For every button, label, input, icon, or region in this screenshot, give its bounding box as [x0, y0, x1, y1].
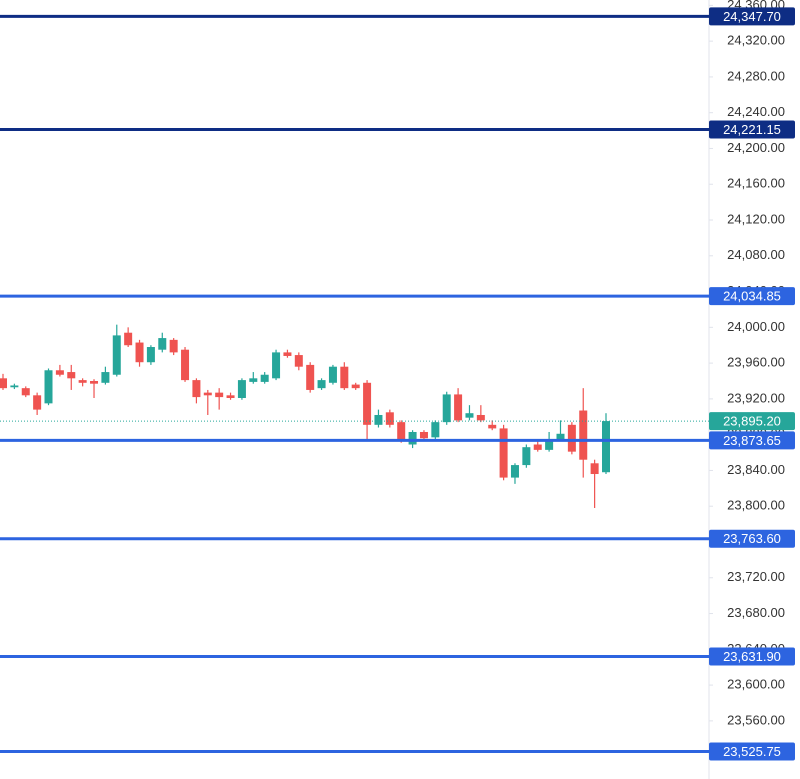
candle-body [499, 428, 508, 478]
y-tick-label: 23,800.00 [727, 498, 785, 513]
candle-body [158, 338, 167, 350]
candle-body [33, 395, 42, 410]
y-tick-label: 24,160.00 [727, 176, 785, 191]
price-label-box [709, 742, 795, 761]
candle-body [135, 342, 144, 363]
candle-body [510, 465, 519, 478]
candle-body [522, 447, 531, 466]
candle-body [317, 380, 326, 389]
candle-body [442, 394, 451, 423]
candle-body [55, 370, 64, 375]
candle-body [260, 374, 269, 382]
candle-body [397, 422, 406, 441]
candle-body [465, 413, 474, 418]
candle-body [146, 347, 155, 363]
candle-body [21, 388, 30, 396]
price-label-box [709, 647, 795, 666]
candle-body [169, 339, 178, 353]
candle-body [363, 382, 372, 425]
candle-body [67, 372, 76, 379]
candle-body [328, 366, 337, 383]
candle-body [10, 385, 19, 388]
candle-body [249, 378, 258, 382]
candle-body [476, 414, 485, 421]
price-label: 23,525.75 [723, 744, 781, 759]
candle-body [215, 392, 224, 398]
candle-body [294, 355, 303, 367]
candle-body [237, 380, 246, 398]
price-label: 23,631.90 [723, 649, 781, 664]
y-tick-label: 23,960.00 [727, 355, 785, 370]
y-tick-label: 24,200.00 [727, 140, 785, 155]
price-label-box [709, 529, 795, 548]
price-label-box [709, 120, 795, 139]
candle-body [340, 366, 349, 389]
candle-body [283, 352, 292, 356]
y-tick-label: 24,120.00 [727, 211, 785, 226]
price-label: 23,895.20 [723, 414, 781, 429]
y-tick-label: 23,680.00 [727, 605, 785, 620]
candle-body [419, 431, 428, 439]
candle-body [533, 444, 542, 450]
y-tick-label: 24,320.00 [727, 33, 785, 48]
candle-body [203, 392, 212, 396]
y-tick-label: 23,600.00 [727, 677, 785, 692]
y-tick-label: 23,840.00 [727, 462, 785, 477]
candle-body [567, 424, 576, 452]
y-tick-label: 24,360.00 [727, 0, 785, 12]
candle-body [101, 372, 110, 383]
candle-body [112, 335, 121, 375]
candle-body [226, 395, 235, 398]
candle-body [351, 384, 360, 389]
candle-body [454, 394, 463, 421]
candle-body [590, 463, 599, 475]
candle-body [306, 364, 315, 390]
y-tick-label: 24,080.00 [727, 247, 785, 262]
candle-body [408, 431, 417, 445]
y-tick-label: 24,000.00 [727, 319, 785, 334]
price-label-box [709, 7, 795, 26]
candle-body [488, 424, 497, 429]
candle-body [90, 381, 99, 384]
y-tick-label: 24,240.00 [727, 104, 785, 119]
candle-body [556, 433, 565, 441]
price-label: 24,034.85 [723, 289, 781, 304]
candle-body [192, 380, 201, 398]
price-label-box [709, 431, 795, 450]
candle-body [385, 412, 394, 425]
y-tick-label: 24,280.00 [727, 68, 785, 83]
candle-body [181, 349, 190, 381]
price-label: 23,873.65 [723, 433, 781, 448]
candle-body [579, 410, 588, 460]
candle-body [431, 422, 440, 438]
price-label-box [709, 287, 795, 306]
candle-body [44, 370, 53, 404]
y-tick-label: 23,920.00 [727, 390, 785, 405]
candle-body [0, 378, 7, 389]
price-label-box [709, 412, 795, 431]
price-label: 24,221.15 [723, 122, 781, 137]
candle-body [545, 440, 554, 450]
y-tick-label: 23,560.00 [727, 712, 785, 727]
candle-body [374, 414, 383, 425]
candle-body [272, 352, 281, 379]
candle-body [78, 380, 87, 383]
price-label: 24,347.70 [723, 9, 781, 24]
y-tick-label: 23,720.00 [727, 569, 785, 584]
price-label: 23,763.60 [723, 531, 781, 546]
candle-body [602, 421, 610, 473]
candle-body [124, 332, 133, 346]
